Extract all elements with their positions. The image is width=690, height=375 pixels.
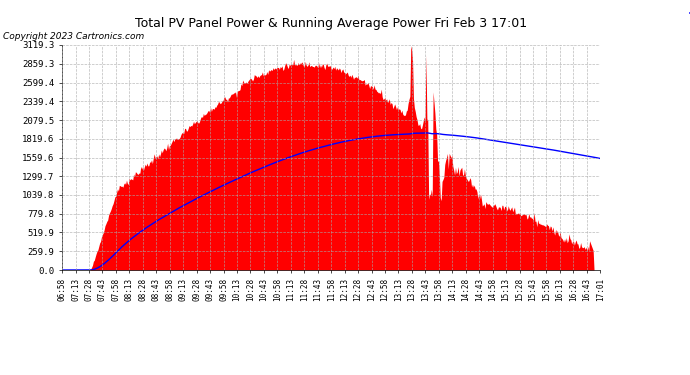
Legend: Average(DC Watts), PV Panels(DC Watts): Average(DC Watts), PV Panels(DC Watts) (686, 4, 690, 22)
Text: Total PV Panel Power & Running Average Power Fri Feb 3 17:01: Total PV Panel Power & Running Average P… (135, 17, 527, 30)
Text: Copyright 2023 Cartronics.com: Copyright 2023 Cartronics.com (3, 32, 145, 41)
